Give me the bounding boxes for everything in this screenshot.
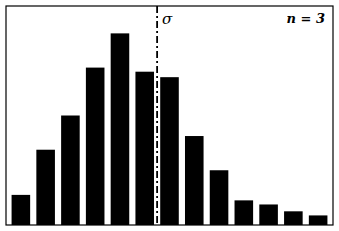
annotation-label: n = 3 xyxy=(287,11,325,26)
chart-container: σ n = 3 xyxy=(0,0,339,231)
bar xyxy=(309,215,328,225)
bar xyxy=(12,195,31,225)
plot-frame xyxy=(6,6,333,225)
bar xyxy=(160,77,179,225)
bar xyxy=(86,68,105,225)
bar xyxy=(235,200,254,225)
bar xyxy=(111,33,130,225)
bar xyxy=(135,72,154,225)
bar xyxy=(259,204,278,225)
annotation-line xyxy=(156,6,158,225)
bar xyxy=(36,150,55,225)
plot-background xyxy=(6,6,333,225)
chart: σ n = 3 xyxy=(0,0,339,231)
annotation-label: σ xyxy=(162,10,173,28)
bar xyxy=(185,136,204,225)
bar xyxy=(284,211,303,225)
bar xyxy=(61,116,80,226)
bars xyxy=(12,33,328,225)
bar xyxy=(210,170,229,225)
